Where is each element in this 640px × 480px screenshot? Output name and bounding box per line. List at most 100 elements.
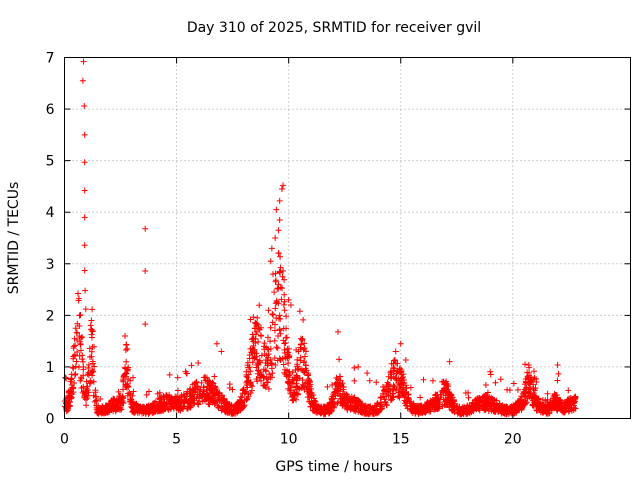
- data-point: [487, 371, 494, 378]
- data-point: [89, 372, 96, 379]
- data-point: [554, 362, 561, 369]
- data-point: [280, 337, 287, 344]
- data-point: [76, 312, 83, 319]
- data-point: [527, 391, 534, 398]
- data-point: [173, 405, 180, 412]
- data-point: [377, 395, 384, 402]
- data-point: [276, 326, 283, 333]
- axis-ticks: 0 1 2 3 4 5 6 7 0 5 10 15 20: [46, 51, 631, 448]
- data-point: [514, 407, 521, 414]
- x-axis-label: GPS time / hours: [275, 459, 392, 475]
- data-point: [189, 387, 196, 394]
- data-point: [166, 371, 173, 378]
- data-point: [407, 403, 414, 410]
- data-point: [397, 340, 404, 347]
- data-point: [400, 390, 407, 397]
- data-point: [268, 245, 275, 252]
- data-point: [73, 358, 80, 365]
- data-point: [181, 397, 188, 404]
- x-tick-label: 0: [60, 432, 69, 448]
- data-point: [366, 377, 373, 384]
- data-point: [352, 399, 359, 406]
- data-point: [146, 388, 153, 395]
- data-point: [393, 387, 400, 394]
- data-point: [401, 393, 408, 400]
- data-point: [378, 403, 385, 410]
- data-point: [523, 392, 530, 399]
- data-point: [460, 409, 467, 416]
- data-point: [404, 400, 411, 407]
- data-point: [226, 384, 233, 391]
- y-tick-label: 1: [46, 360, 55, 376]
- data-point: [331, 403, 338, 410]
- data-point: [81, 131, 88, 138]
- data-point: [428, 402, 435, 409]
- data-point: [528, 376, 535, 383]
- data-point: [273, 299, 280, 306]
- data-point: [388, 396, 395, 403]
- data-point: [151, 404, 158, 411]
- data-point: [462, 390, 469, 397]
- data-point: [198, 393, 205, 400]
- data-point: [80, 388, 87, 395]
- data-point: [308, 394, 315, 401]
- data-point: [130, 374, 137, 381]
- data-point: [396, 394, 403, 401]
- data-point: [261, 382, 268, 389]
- data-point: [533, 375, 540, 382]
- data-point: [144, 408, 151, 415]
- data-point: [264, 360, 271, 367]
- data-point: [285, 385, 292, 392]
- data-point: [396, 381, 403, 388]
- data-point: [355, 363, 362, 370]
- data-point: [443, 385, 450, 392]
- data-point: [534, 403, 541, 410]
- data-point: [154, 390, 161, 397]
- data-point: [351, 377, 358, 384]
- data-point: [97, 396, 104, 403]
- data-point: [310, 392, 317, 399]
- data-point: [490, 402, 497, 409]
- data-point: [213, 340, 220, 347]
- data-point: [77, 377, 84, 384]
- data-point: [324, 402, 331, 409]
- data-point: [243, 396, 250, 403]
- data-point: [323, 405, 330, 412]
- data-point: [75, 295, 82, 302]
- data-point: [192, 379, 199, 386]
- data-point: [274, 333, 281, 340]
- data-point: [88, 331, 95, 338]
- data-point: [131, 407, 138, 414]
- data-point: [396, 389, 403, 396]
- data-point: [514, 399, 521, 406]
- data-point: [267, 338, 274, 345]
- data-point: [416, 406, 423, 413]
- data-point: [465, 394, 472, 401]
- data-point: [194, 383, 201, 390]
- data-point: [261, 343, 268, 350]
- data-point: [187, 385, 194, 392]
- data-point: [304, 380, 311, 387]
- data-point: [88, 326, 95, 333]
- data-point: [203, 395, 210, 402]
- data-point: [89, 306, 96, 313]
- data-point: [513, 401, 520, 408]
- data-point: [522, 361, 529, 368]
- data-point: [160, 407, 167, 414]
- data-point: [506, 407, 513, 414]
- data-point: [334, 328, 341, 335]
- data-point: [557, 403, 564, 410]
- data-point: [81, 159, 88, 166]
- data-point: [240, 403, 247, 410]
- data-point: [484, 404, 491, 411]
- data-point: [145, 409, 152, 416]
- data-point: [244, 374, 251, 381]
- data-point: [199, 398, 206, 405]
- data-point: [495, 407, 502, 414]
- data-point: [544, 396, 551, 403]
- data-point: [247, 390, 254, 397]
- data-point: [297, 357, 304, 364]
- y-tick-label: 7: [46, 51, 55, 67]
- y-tick-label: 4: [46, 205, 55, 221]
